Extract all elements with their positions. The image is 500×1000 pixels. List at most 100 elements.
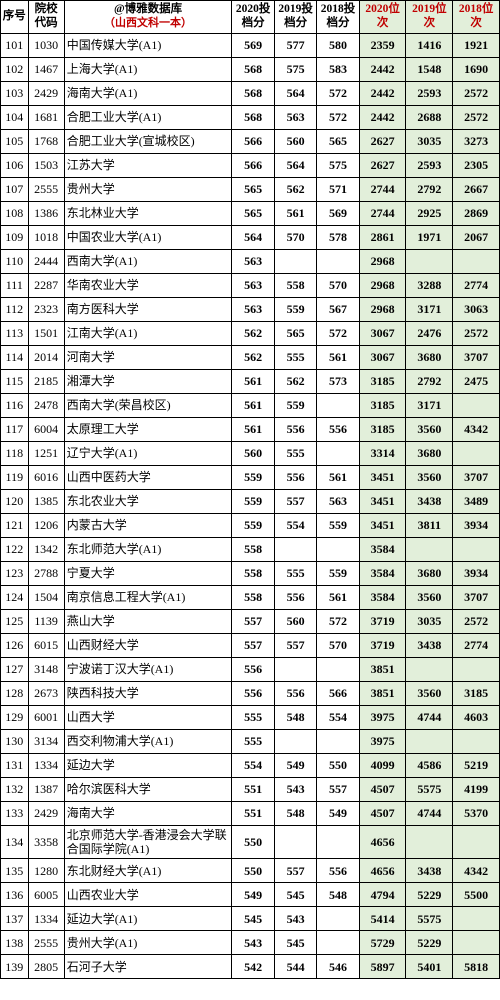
cell-r19: 3560 xyxy=(406,417,453,441)
cell-s18: 561 xyxy=(317,585,359,609)
cell-r19: 2792 xyxy=(406,369,453,393)
cell-r20: 3067 xyxy=(359,321,406,345)
cell-seq: 116 xyxy=(1,393,29,417)
table-row: 1196016山西中医药大学559556561345135603707 xyxy=(1,465,500,489)
cell-name: 湘潭大学 xyxy=(64,369,232,393)
cell-r20: 3451 xyxy=(359,489,406,513)
table-row: 1032429海南大学(A1)568564572244225932572 xyxy=(1,81,500,105)
cell-r19 xyxy=(406,825,453,859)
cell-r20: 3975 xyxy=(359,705,406,729)
cell-r18: 3707 xyxy=(453,465,500,489)
cell-r19: 4586 xyxy=(406,753,453,777)
cell-s20: 562 xyxy=(232,321,274,345)
university-ranking-table: 序号 院校代码 @博雅数据库 （山西文科一本） 2020投档分 2019投档分 … xyxy=(0,0,500,979)
cell-name: 宁波诺丁汉大学(A1) xyxy=(64,657,232,681)
cell-code: 1206 xyxy=(28,513,64,537)
cell-r18: 3707 xyxy=(453,345,500,369)
hdr-score2018: 2018投档分 xyxy=(317,1,359,34)
cell-r18: 2774 xyxy=(453,273,500,297)
cell-seq: 111 xyxy=(1,273,29,297)
cell-code: 2555 xyxy=(28,177,64,201)
cell-r20: 2968 xyxy=(359,297,406,321)
table-row: 1011030中国传媒大学(A1)569577580235914161921 xyxy=(1,33,500,57)
cell-s18: 572 xyxy=(317,81,359,105)
cell-s19: 555 xyxy=(274,441,316,465)
cell-name: 山西中医药大学 xyxy=(64,465,232,489)
cell-s19: 562 xyxy=(274,369,316,393)
hdr-name: @博雅数据库 （山西文科一本） xyxy=(64,1,232,34)
cell-code: 1386 xyxy=(28,201,64,225)
cell-s18: 557 xyxy=(317,777,359,801)
table-row: 1273148宁波诺丁汉大学(A1)5563851 xyxy=(1,657,500,681)
cell-r18 xyxy=(453,825,500,859)
cell-name: 江南大学(A1) xyxy=(64,321,232,345)
cell-seq: 137 xyxy=(1,907,29,931)
cell-s18: 561 xyxy=(317,345,359,369)
cell-name: 海南大学 xyxy=(64,801,232,825)
cell-s18: 549 xyxy=(317,801,359,825)
cell-seq: 101 xyxy=(1,33,29,57)
cell-s20: 561 xyxy=(232,417,274,441)
cell-code: 1467 xyxy=(28,57,64,81)
cell-s19: 549 xyxy=(274,753,316,777)
cell-seq: 131 xyxy=(1,753,29,777)
cell-r18: 3707 xyxy=(453,585,500,609)
cell-name: 辽宁大学(A1) xyxy=(64,441,232,465)
cell-s19: 554 xyxy=(274,513,316,537)
cell-s18: 570 xyxy=(317,633,359,657)
hdr-code: 院校代码 xyxy=(28,1,64,34)
cell-code: 3134 xyxy=(28,729,64,753)
cell-r19: 2925 xyxy=(406,201,453,225)
cell-r18: 4342 xyxy=(453,417,500,441)
cell-seq: 114 xyxy=(1,345,29,369)
cell-seq: 122 xyxy=(1,537,29,561)
cell-code: 2323 xyxy=(28,297,64,321)
cell-s20: 558 xyxy=(232,537,274,561)
cell-s20: 566 xyxy=(232,153,274,177)
cell-code: 1503 xyxy=(28,153,64,177)
cell-r19 xyxy=(406,537,453,561)
cell-code: 3148 xyxy=(28,657,64,681)
cell-r18: 5500 xyxy=(453,883,500,907)
cell-code: 1018 xyxy=(28,225,64,249)
cell-code: 1768 xyxy=(28,129,64,153)
cell-s19: 564 xyxy=(274,153,316,177)
cell-s18: 580 xyxy=(317,33,359,57)
cell-r19: 3438 xyxy=(406,633,453,657)
cell-s20: 551 xyxy=(232,777,274,801)
cell-s19: 559 xyxy=(274,297,316,321)
cell-s20: 543 xyxy=(232,931,274,955)
cell-name: 北京师范大学-香港浸会大学联合国际学院(A1) xyxy=(64,825,232,859)
cell-r20: 3851 xyxy=(359,681,406,705)
cell-s19: 543 xyxy=(274,777,316,801)
cell-s20: 557 xyxy=(232,609,274,633)
cell-r20: 2861 xyxy=(359,225,406,249)
cell-s18 xyxy=(317,249,359,273)
cell-seq: 112 xyxy=(1,297,29,321)
cell-s18: 561 xyxy=(317,465,359,489)
cell-r20: 2627 xyxy=(359,129,406,153)
hdr-score2020: 2020投档分 xyxy=(232,1,274,34)
table-row: 1366005山西农业大学549545548479452295500 xyxy=(1,883,500,907)
cell-r20: 4656 xyxy=(359,859,406,883)
cell-seq: 125 xyxy=(1,609,29,633)
cell-r19: 1971 xyxy=(406,225,453,249)
cell-name: 内蒙古大学 xyxy=(64,513,232,537)
cell-r20: 3975 xyxy=(359,729,406,753)
cell-r18: 3489 xyxy=(453,489,500,513)
cell-r20: 3451 xyxy=(359,465,406,489)
cell-r18 xyxy=(453,537,500,561)
cell-name: 石河子大学 xyxy=(64,955,232,979)
cell-code: 3358 xyxy=(28,825,64,859)
cell-s18 xyxy=(317,537,359,561)
cell-r20: 3584 xyxy=(359,537,406,561)
cell-name: 燕山大学 xyxy=(64,609,232,633)
cell-r20: 3185 xyxy=(359,417,406,441)
cell-seq: 119 xyxy=(1,465,29,489)
cell-r20: 2968 xyxy=(359,249,406,273)
cell-r19: 4744 xyxy=(406,705,453,729)
cell-r18 xyxy=(453,249,500,273)
cell-r18: 1690 xyxy=(453,57,500,81)
cell-s20: 568 xyxy=(232,105,274,129)
table-row: 1131501江南大学(A1)562565572306724762572 xyxy=(1,321,500,345)
